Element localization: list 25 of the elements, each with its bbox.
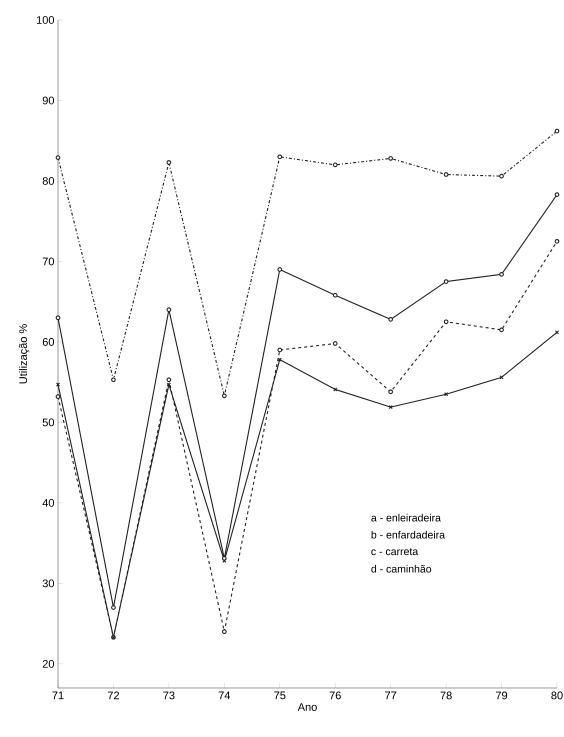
x-tick-label: 72 [108,692,120,700]
y-tick-label: 80 [42,177,54,185]
annotation: d - caminhão [371,564,432,573]
x-axis-title: Ano [298,703,317,711]
annotation: a - enleiradeira [371,514,441,522]
x-tick-label: 77 [385,692,396,700]
x-tick-label: 78 [440,692,452,700]
annotation: b - enfardadeira [372,530,446,539]
y-tick-label: 30 [42,579,54,588]
annotation: c - carreta [371,548,418,556]
y-tick-label: 100 [36,16,54,24]
y-axis-title: Utilização % [18,324,30,384]
x-tick-label: 76 [330,692,341,700]
x-tick-label: 73 [163,692,175,700]
x-tick-label: 75 [274,692,286,700]
x-tick-label: 80 [551,692,563,700]
x-tick-label: 79 [496,692,508,700]
y-tick-label: 40 [42,499,54,507]
y-tick-label: 50 [42,418,54,426]
y-tick-label: 20 [42,660,54,668]
x-tick-label: 74 [218,692,230,700]
y-tick-label: 70 [42,258,54,266]
y-tick-label: 90 [42,96,54,104]
x-tick-label: 71 [52,692,64,700]
y-tick-label: 60 [42,338,54,346]
